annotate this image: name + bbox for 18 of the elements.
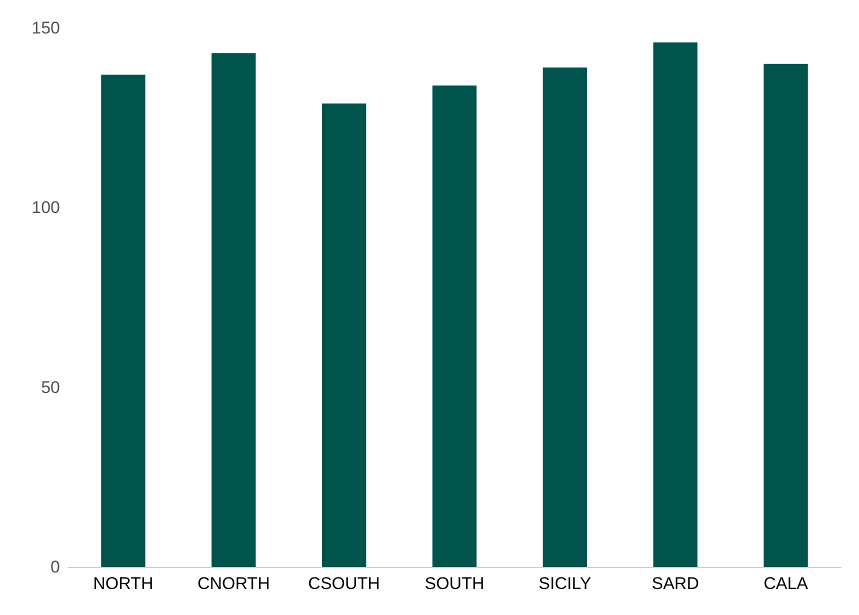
bar xyxy=(542,68,588,567)
y-tick-label: 50 xyxy=(41,378,60,397)
bar xyxy=(212,53,256,567)
x-tick-label: SARD xyxy=(652,574,699,593)
bar xyxy=(101,74,146,567)
x-tick-label: NORTH xyxy=(93,574,154,593)
x-tick-label: CALA xyxy=(764,574,809,593)
x-tick-label: CSOUTH xyxy=(308,574,380,593)
bar xyxy=(322,103,366,567)
y-tick-label: 100 xyxy=(32,198,60,218)
y-tick-label: 0 xyxy=(50,558,60,576)
x-tick-label: SOUTH xyxy=(424,574,484,593)
y-tick-label: 150 xyxy=(32,18,60,38)
x-tick-label: SICILY xyxy=(538,574,592,593)
x-tick-label: CNORTH xyxy=(197,574,270,593)
bar xyxy=(432,85,477,567)
bar xyxy=(764,64,808,567)
bar xyxy=(653,42,698,567)
